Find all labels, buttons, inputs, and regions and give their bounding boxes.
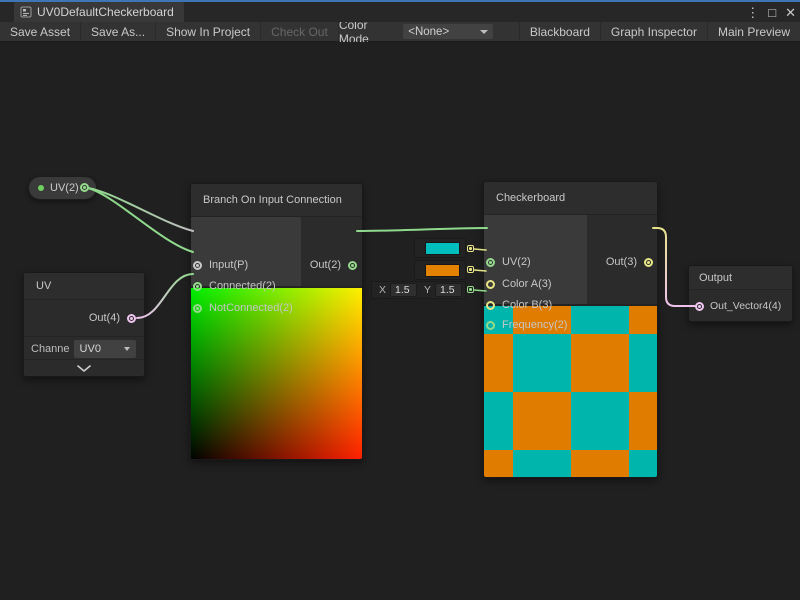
color-b-field[interactable] — [414, 260, 466, 280]
frequency-x-input[interactable]: 1.5 — [390, 283, 418, 297]
port-label-notconnected: NotConnected(2) — [209, 302, 293, 314]
frequency-connector-icon — [467, 286, 474, 293]
channel-label: Channe — [31, 342, 70, 355]
port-input-p[interactable] — [193, 260, 202, 270]
frequency-y-input[interactable]: 1.5 — [435, 283, 463, 297]
color-a-swatch[interactable] — [425, 241, 460, 255]
port-out2[interactable] — [348, 260, 357, 270]
node-uv2-pill[interactable]: UV(2) — [28, 176, 97, 200]
main-preview-toggle-button[interactable]: Main Preview — [706, 22, 800, 41]
edge-uvout4-to-notconnected — [136, 273, 194, 319]
chevron-down-icon — [77, 364, 91, 372]
pill-label: UV(2) — [50, 182, 79, 194]
graph-inspector-toggle-button[interactable]: Graph Inspector — [599, 22, 707, 41]
port-out4[interactable] — [127, 313, 136, 323]
collapse-preview-button[interactable] — [24, 359, 144, 376]
frequency-y-label: Y — [424, 284, 432, 296]
frequency-x-label: X — [379, 284, 387, 296]
channel-value: UV0 — [79, 342, 101, 355]
port-frequency[interactable] — [486, 320, 495, 330]
edge-uvpill-to-inputp — [87, 187, 194, 232]
node-title: UV — [36, 280, 52, 292]
port-label-uv: UV(2) — [502, 256, 531, 268]
port-label-frequency: Frequency(2) — [502, 319, 568, 331]
node-branch-on-input-connection[interactable]: Branch On Input Connection Input(P) Conn… — [190, 183, 363, 460]
port-label-out4: Out(4) — [88, 312, 120, 324]
graph-canvas[interactable]: UV(2) Branch On Input Connection Input(P… — [0, 42, 800, 600]
shadergraph-toolbar: Save Asset Save As... Show In Project Ch… — [0, 18, 800, 46]
port-label-connected: Connected(2) — [209, 280, 276, 292]
port-color-a[interactable] — [486, 279, 495, 289]
port-connected[interactable] — [193, 281, 202, 291]
window-focus-accent — [0, 0, 800, 2]
save-as-button[interactable]: Save As... — [81, 22, 157, 41]
color-mode-dropdown[interactable]: <None> — [403, 24, 493, 39]
port-label-input-p: Input(P) — [209, 259, 249, 271]
input-section — [484, 215, 587, 304]
color-a-field[interactable] — [414, 238, 466, 258]
port-label-out3: Out(3) — [605, 256, 637, 268]
check-out-button[interactable]: Check Out — [261, 22, 339, 41]
color-b-connector-icon — [467, 266, 474, 273]
edge-branchout-to-checkeruv — [356, 227, 488, 232]
toolbar-right-group: Blackboard Graph Inspector Main Preview — [518, 22, 800, 41]
port-uv2-out[interactable] — [80, 183, 89, 192]
frequency-field: X 1.5 Y 1.5 — [371, 281, 466, 299]
edge-uvpill-to-connected — [87, 187, 194, 253]
port-checker-uv[interactable] — [486, 257, 495, 267]
blackboard-toggle-button[interactable]: Blackboard — [518, 22, 600, 41]
dropdown-arrow-icon — [479, 29, 488, 34]
port-out3[interactable] — [644, 257, 653, 267]
node-checkerboard[interactable]: Checkerboard UV(2) Color A(3) Color B(3)… — [483, 181, 658, 478]
node-title: Branch On Input Connection — [203, 194, 342, 206]
channel-dropdown[interactable]: UV0 — [73, 339, 136, 358]
color-a-connector-icon — [467, 245, 474, 252]
node-title: Checkerboard — [496, 192, 566, 204]
preview-state-dot — [38, 185, 44, 191]
checkerboard-preview — [484, 306, 657, 477]
preview-divider — [484, 304, 657, 306]
port-label-out-vector4: Out_Vector4(4) — [710, 300, 782, 312]
window-maximize-icon[interactable]: □ — [768, 4, 777, 20]
port-label-color-a: Color A(3) — [502, 278, 552, 290]
window-close-icon[interactable]: ✕ — [785, 4, 796, 20]
port-label-out2: Out(2) — [309, 259, 341, 271]
color-b-swatch[interactable] — [425, 263, 460, 277]
save-asset-button[interactable]: Save Asset — [0, 22, 82, 41]
port-out-vector4[interactable] — [695, 301, 704, 311]
input-section — [191, 217, 301, 286]
port-color-b[interactable] — [486, 300, 495, 310]
node-title-bar[interactable]: Branch On Input Connection — [191, 184, 362, 217]
node-title-bar[interactable]: UV — [24, 273, 144, 300]
node-title: Output — [699, 271, 733, 284]
node-uv[interactable]: UV Out(4) Channe UV0 — [23, 272, 145, 377]
window-menu-icon[interactable]: ⋮ — [746, 4, 760, 20]
color-mode-value: <None> — [408, 25, 450, 38]
uv-gradient-preview — [191, 288, 362, 459]
tab-uv0defaultcheckerboard[interactable]: UV0DefaultCheckerboard — [14, 2, 184, 22]
dropdown-arrow-icon — [123, 346, 130, 351]
preview-divider — [191, 286, 362, 288]
show-in-project-button[interactable]: Show In Project — [156, 22, 262, 41]
tab-strip: UV0DefaultCheckerboard ⋮ □ ✕ — [0, 2, 800, 22]
port-label-color-b: Color B(3) — [502, 299, 553, 311]
node-title-bar[interactable]: Checkerboard — [484, 182, 657, 215]
node-output[interactable]: Output Out_Vector4(4) — [688, 265, 793, 322]
tab-title: UV0DefaultCheckerboard — [37, 5, 174, 19]
port-notconnected[interactable] — [193, 303, 202, 313]
shadergraph-asset-icon — [20, 6, 32, 18]
node-title-bar[interactable]: Output — [689, 266, 792, 290]
